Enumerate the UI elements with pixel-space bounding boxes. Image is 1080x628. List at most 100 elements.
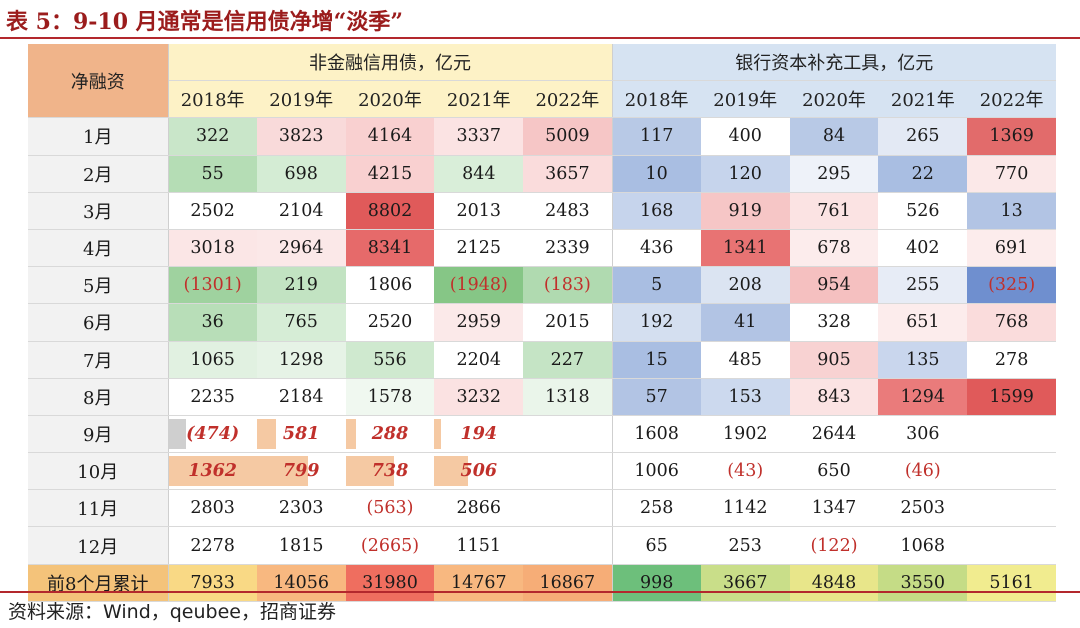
cell-value: 2503 — [900, 498, 946, 519]
data-cell: 2866 — [434, 489, 524, 528]
cell-value: 698 — [284, 163, 318, 184]
cell-value: 322 — [195, 126, 230, 147]
table-row: 7月 1065 1298 556 2204 227 15 485 905 135 278 — [28, 341, 1057, 379]
cell-value: (1301) — [183, 275, 242, 296]
cell-value: 3657 — [545, 163, 590, 184]
data-cell: 761 — [789, 192, 879, 230]
data-cell: 698 — [256, 155, 346, 193]
row-label: 4月 — [28, 229, 169, 268]
cell-value: 3337 — [456, 126, 502, 147]
data-cell: 253 — [700, 526, 790, 565]
data-cell: 2964 — [256, 229, 346, 268]
cell-value: 10 — [645, 163, 668, 184]
cell-value: 1318 — [545, 386, 590, 407]
cell-value: 2104 — [278, 200, 324, 221]
data-cell: 55 — [168, 155, 257, 193]
row-label: 11月 — [28, 489, 169, 528]
cell-value: 1608 — [634, 423, 679, 444]
data-cell: 135 — [878, 341, 968, 379]
data-cell: 8802 — [345, 192, 435, 230]
cell-value: 3232 — [456, 386, 502, 407]
data-cell: 1902 — [700, 415, 790, 454]
cell-value: 36 — [201, 312, 224, 333]
data-cell: 400 — [700, 117, 790, 156]
data-cell: 2278 — [168, 526, 257, 565]
data-cell: 768 — [967, 303, 1057, 342]
data-cell: 1151 — [434, 526, 524, 565]
cell-value: 998 — [639, 572, 674, 593]
cell-value: 765 — [284, 312, 318, 333]
cell-value: 1347 — [811, 498, 857, 519]
data-cell: 919 — [700, 192, 790, 230]
cell-value: 2959 — [456, 312, 502, 333]
cell-value: 117 — [639, 126, 674, 147]
table-row: 9月 (474) 581 288 194 1608 1902 2644 306 — [28, 415, 1057, 454]
data-cell: 2644 — [789, 415, 879, 454]
data-cell: 57 — [612, 378, 701, 416]
cell-value: 526 — [906, 200, 940, 221]
cell-value: 227 — [550, 349, 585, 370]
row-label: 7月 — [28, 341, 169, 379]
table-row: 5月 (1301) 219 1806 (1948) (183) 5 208 954 255 (325… — [28, 266, 1057, 305]
cell-value: 7933 — [190, 572, 235, 593]
data-cell: 4215 — [345, 155, 435, 193]
data-cell: 3232 — [434, 378, 524, 416]
cell-value: 278 — [994, 349, 1029, 370]
cell-value: 306 — [906, 423, 940, 444]
data-cell: 5009 — [523, 117, 613, 156]
data-cell: 2013 — [434, 192, 524, 230]
data-cell — [967, 452, 1057, 491]
data-cell: (563) — [345, 489, 435, 528]
row-header-label: 净融资 — [28, 44, 169, 119]
data-cell: 3657 — [523, 155, 613, 193]
cell-value: 265 — [906, 126, 940, 147]
data-cell: 2204 — [434, 341, 524, 379]
data-cell — [523, 526, 613, 565]
row-label: 前8个月累计 — [28, 564, 169, 602]
cell-value: 905 — [817, 349, 851, 370]
data-cell: (1301) — [168, 266, 257, 305]
data-cell: 1815 — [256, 526, 346, 565]
data-cell: 3550 — [878, 564, 968, 602]
data-cell: 227 — [523, 341, 613, 379]
data-cell: 2303 — [256, 489, 346, 528]
cell-value: 168 — [639, 200, 674, 221]
data-cell: 651 — [878, 303, 968, 342]
cell-value: 8341 — [367, 238, 413, 259]
cell-value: 208 — [728, 275, 762, 296]
row-label: 6月 — [28, 303, 169, 342]
cell-value: 581 — [282, 423, 320, 444]
data-cell: (43) — [700, 452, 790, 491]
data-cell: 1142 — [700, 489, 790, 528]
row-label: 9月 — [28, 415, 169, 454]
data-cell: (1948) — [434, 266, 524, 305]
data-cell: 506 — [434, 452, 524, 491]
cell-value: 295 — [817, 163, 851, 184]
data-bar — [345, 456, 395, 487]
cell-value: 738 — [371, 461, 409, 482]
year-header: 2018年 — [168, 80, 257, 119]
data-cell: 120 — [700, 155, 790, 193]
data-cell — [967, 415, 1057, 454]
cell-value: 768 — [994, 312, 1029, 333]
cell-value: 120 — [728, 163, 762, 184]
data-cell: 2520 — [345, 303, 435, 342]
data-cell: 84 — [789, 117, 879, 156]
data-cell: 1806 — [345, 266, 435, 305]
cell-value: 2502 — [190, 200, 235, 221]
data-cell: 1599 — [967, 378, 1057, 416]
data-cell: 2502 — [168, 192, 257, 230]
group-header-bank-capital: 银行资本补充工具，亿元 — [612, 44, 1057, 82]
data-cell: 2184 — [256, 378, 346, 416]
table-row: 1月 322 3823 4164 3337 5009 117 400 84 265 1369 — [28, 117, 1057, 156]
cell-value: (122) — [810, 535, 858, 556]
cell-value: 2125 — [456, 238, 502, 259]
data-cell: 10 — [612, 155, 701, 193]
cell-value: (325) — [988, 275, 1036, 296]
row-label: 12月 — [28, 526, 169, 565]
table-row: 4月 3018 2964 8341 2125 2339 436 1341 678 402 691 — [28, 229, 1057, 268]
data-cell: 799 — [256, 452, 346, 491]
data-cell: 954 — [789, 266, 879, 305]
data-cell: (122) — [789, 526, 879, 565]
data-cell: 650 — [789, 452, 879, 491]
